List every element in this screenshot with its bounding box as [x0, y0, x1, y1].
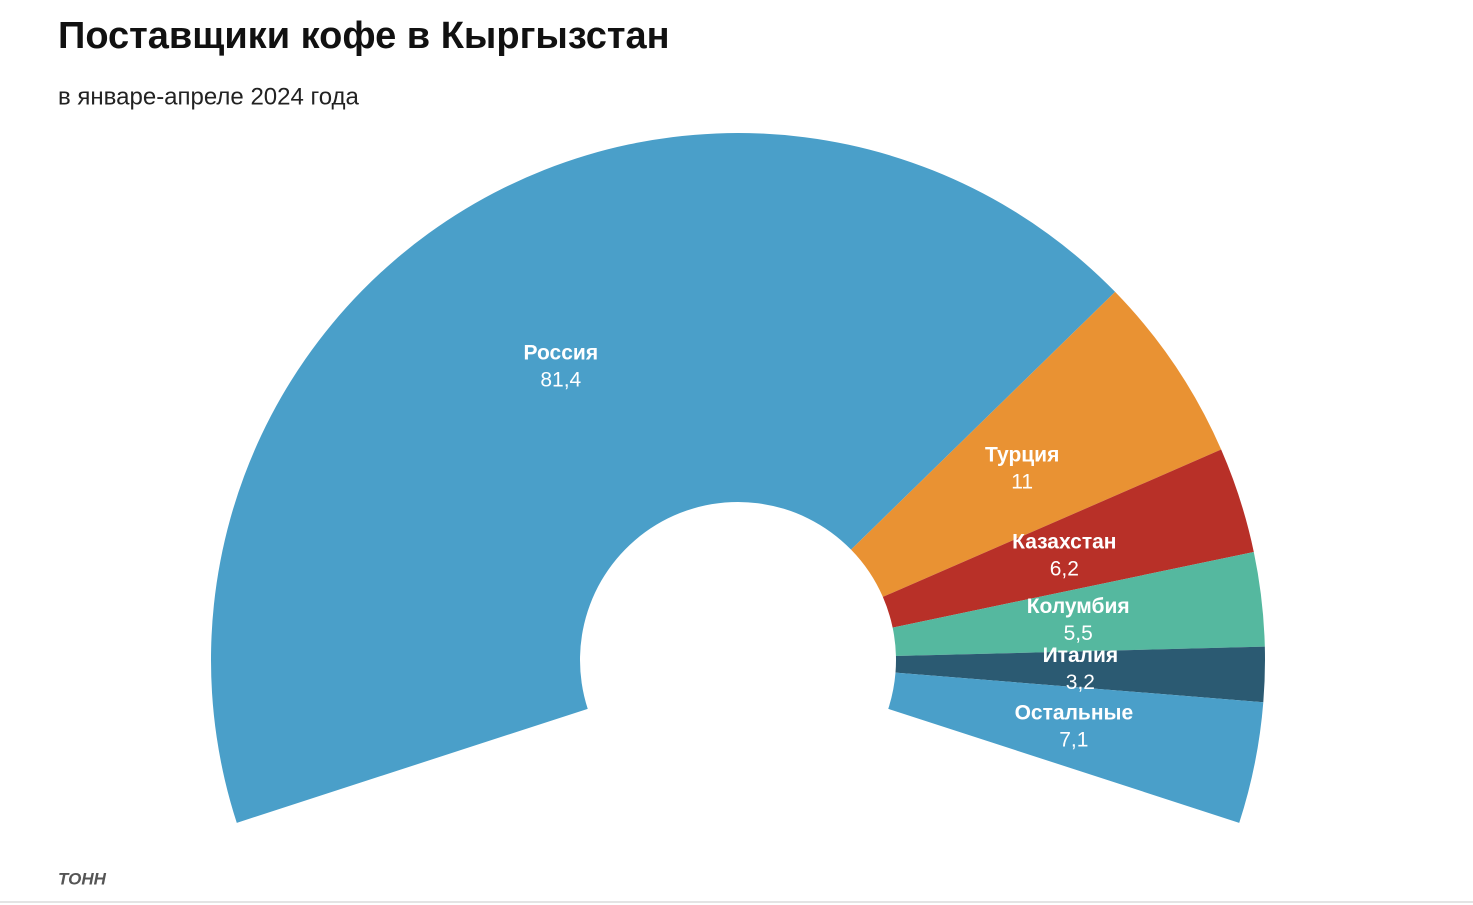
slice-label: Россия	[524, 341, 599, 364]
pie-slice	[211, 133, 1116, 823]
unit-note: ТОНН	[58, 869, 107, 888]
slice-value: 11	[1011, 470, 1033, 493]
pie-slice	[851, 291, 1222, 597]
slice-label: Казахстан	[1012, 530, 1116, 553]
pie-slice	[892, 551, 1265, 657]
slice-value: 6,2	[1050, 557, 1079, 580]
slice-label: Италия	[1043, 644, 1119, 667]
pie-slice	[888, 672, 1264, 823]
slice-label: Колумбия	[1027, 595, 1130, 618]
slice-value: 81,4	[540, 368, 581, 391]
slice-value: 3,2	[1066, 671, 1095, 694]
slice-label: Турция	[985, 443, 1059, 466]
slice-label: Остальные	[1015, 702, 1134, 725]
slice-value: 5,5	[1064, 622, 1093, 645]
chart-title: Поставщики кофе в Кыргызстан	[58, 15, 670, 57]
pie-slice	[895, 646, 1265, 703]
chart-subtitle: в январе-апреле 2024 года	[58, 83, 360, 110]
slice-value: 7,1	[1059, 729, 1088, 752]
pie-slice	[882, 449, 1254, 628]
